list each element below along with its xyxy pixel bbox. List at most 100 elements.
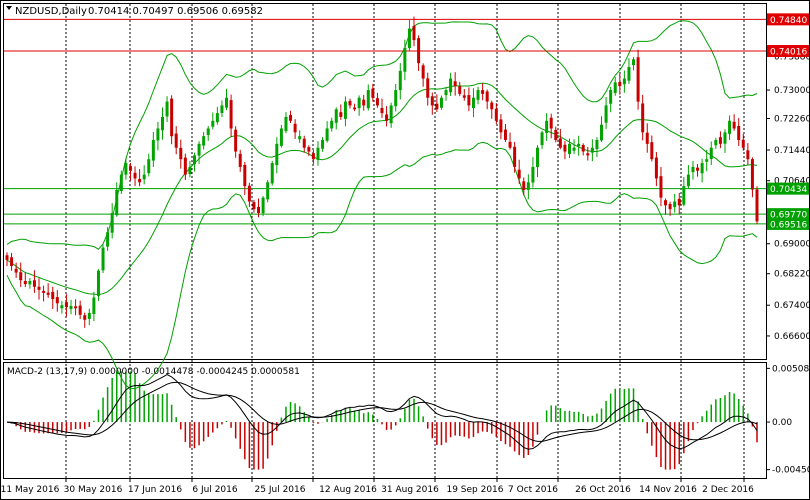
candle-body — [115, 189, 119, 216]
candle-body — [362, 99, 366, 106]
candle-body — [449, 78, 453, 93]
candle-body — [96, 270, 100, 296]
candle-body — [572, 147, 576, 151]
candle-body — [462, 95, 466, 98]
macd-main-line — [6, 374, 758, 450]
candle-body — [87, 312, 91, 319]
date-label: 30 May 2016 — [64, 485, 123, 495]
price-tick-label: 0.69000 — [774, 240, 810, 250]
candle-body — [138, 178, 142, 183]
candle-body — [28, 281, 32, 285]
collapse-arrow-icon[interactable] — [6, 6, 12, 10]
candle-body — [275, 143, 279, 166]
candle-body — [499, 119, 503, 133]
candle-body — [558, 138, 562, 148]
candle-body — [19, 272, 23, 281]
candle-body — [654, 157, 658, 179]
candle-body — [353, 107, 357, 110]
candle-body — [179, 147, 183, 160]
band-middle-line — [6, 82, 758, 296]
candle-body — [444, 90, 448, 96]
candle-body — [202, 136, 206, 146]
candle-body — [188, 166, 192, 174]
candle-body — [471, 97, 475, 109]
candle-body — [682, 186, 686, 205]
candle-body — [316, 147, 320, 160]
price-tick-label: 0.73000 — [774, 86, 810, 96]
candle-body — [225, 97, 229, 108]
date-label: 6 Jul 2016 — [192, 485, 237, 495]
candle-body — [750, 159, 754, 190]
candle-body — [385, 114, 389, 121]
candle-body — [261, 197, 265, 214]
candle-body — [5, 255, 9, 260]
candle-body — [32, 280, 36, 287]
candle-body — [266, 182, 270, 200]
candle-body — [289, 115, 293, 121]
candle-body — [307, 147, 311, 152]
candle-body — [741, 139, 745, 148]
candle-body — [709, 147, 713, 160]
candle-body — [247, 185, 251, 202]
candle-body — [622, 78, 626, 85]
candle-body — [375, 98, 379, 106]
level-tag-text: 0.70434 — [770, 185, 807, 195]
candle-body — [686, 174, 690, 187]
candle-body — [632, 59, 636, 66]
candle-body — [37, 286, 41, 290]
macd-tick-label: 0.00 — [772, 418, 792, 428]
bollinger-bands — [6, 20, 758, 390]
candle-body — [46, 292, 50, 295]
candle-body — [636, 57, 640, 102]
date-label: 2 Dec 2016 — [702, 485, 754, 495]
date-label: 17 Jun 2016 — [128, 485, 182, 495]
candle-body — [211, 120, 215, 127]
candle-body — [92, 297, 96, 314]
candle-body — [10, 257, 14, 267]
candle-body — [64, 302, 68, 308]
candle-body — [435, 103, 439, 110]
candle-body — [51, 291, 55, 300]
candle-body — [439, 97, 443, 108]
candle-body — [147, 159, 151, 174]
candle-body — [119, 174, 123, 191]
candle-body — [554, 129, 558, 141]
candle-body — [549, 117, 553, 129]
candle-body — [330, 120, 334, 129]
candle-body — [339, 112, 343, 117]
candle-body — [394, 90, 398, 107]
level-tag — [767, 13, 809, 26]
price-tick-label: 0.73880 — [774, 52, 810, 62]
candle-body — [343, 101, 347, 119]
candle-body — [581, 145, 585, 152]
candle-body — [110, 213, 114, 233]
level-tag-text: 0.74016 — [770, 48, 807, 58]
candle-body — [215, 113, 219, 123]
candle-body — [696, 167, 700, 171]
level-tag — [767, 217, 809, 230]
candle-body — [668, 203, 672, 210]
candle-body — [380, 107, 384, 114]
price-tick-label: 0.71440 — [774, 146, 810, 156]
candle-body — [508, 141, 512, 148]
candle-body — [55, 297, 59, 304]
candle-body — [220, 105, 224, 114]
level-tag-text: 0.69516 — [770, 220, 807, 230]
candle-body — [604, 105, 608, 123]
candle-body — [677, 198, 681, 206]
level-tag — [767, 182, 809, 195]
candle-body — [398, 70, 402, 91]
candle-body — [513, 146, 517, 167]
candle-body — [174, 133, 178, 148]
candle-body — [183, 157, 187, 175]
macd-panel — [3, 362, 767, 479]
price-tick-label: 0.72260 — [774, 114, 810, 124]
candle-body — [348, 101, 352, 106]
candle-body — [421, 65, 425, 79]
candle-body — [568, 143, 571, 154]
time-gridlines — [65, 4, 745, 478]
candle-body — [714, 140, 718, 146]
